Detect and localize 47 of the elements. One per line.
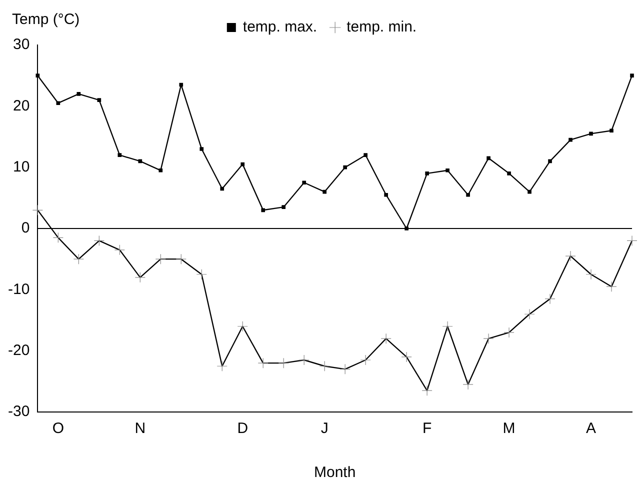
point bbox=[97, 98, 102, 102]
point bbox=[322, 190, 327, 194]
point bbox=[261, 208, 266, 212]
y-tick-label: -10 bbox=[8, 280, 30, 298]
point bbox=[240, 162, 245, 166]
point bbox=[610, 128, 614, 133]
x-tick-label: J bbox=[320, 420, 328, 438]
point bbox=[528, 190, 532, 194]
point bbox=[138, 159, 142, 164]
point bbox=[548, 159, 552, 164]
point bbox=[486, 156, 490, 160]
point bbox=[446, 168, 450, 172]
point bbox=[630, 74, 634, 78]
point bbox=[568, 138, 572, 142]
point bbox=[36, 74, 40, 78]
point bbox=[466, 192, 470, 197]
point bbox=[220, 186, 224, 191]
y-axis-title: Temp (°C) bbox=[12, 11, 80, 28]
y-tick-label: 20 bbox=[12, 97, 30, 114]
point bbox=[76, 92, 81, 96]
y-tick-label: 30 bbox=[12, 36, 30, 54]
point bbox=[282, 205, 286, 210]
point bbox=[158, 168, 163, 172]
x-tick-label: F bbox=[422, 420, 432, 438]
point bbox=[56, 101, 60, 106]
point bbox=[179, 82, 184, 87]
point bbox=[507, 172, 511, 176]
x-axis-title: Month bbox=[314, 464, 356, 482]
x-tick-label: O bbox=[52, 420, 64, 438]
y-tick-label: 0 bbox=[21, 220, 30, 237]
point bbox=[384, 192, 388, 197]
point bbox=[200, 147, 204, 151]
y-tick-label: -30 bbox=[8, 403, 30, 420]
y-tick-label: 10 bbox=[12, 158, 30, 176]
legend-label: temp. max. bbox=[242, 18, 318, 36]
point bbox=[343, 165, 347, 170]
x-tick-label: D bbox=[237, 420, 248, 438]
point bbox=[118, 153, 122, 158]
point bbox=[364, 153, 368, 158]
point bbox=[425, 172, 429, 176]
x-tick-label: M bbox=[502, 420, 516, 438]
legend-label: temp. min. bbox=[346, 18, 417, 36]
point bbox=[589, 132, 593, 136]
x-tick-label: N bbox=[134, 420, 146, 438]
point bbox=[302, 180, 306, 185]
y-tick-label: -20 bbox=[8, 342, 30, 359]
x-tick-label: A bbox=[586, 420, 596, 438]
